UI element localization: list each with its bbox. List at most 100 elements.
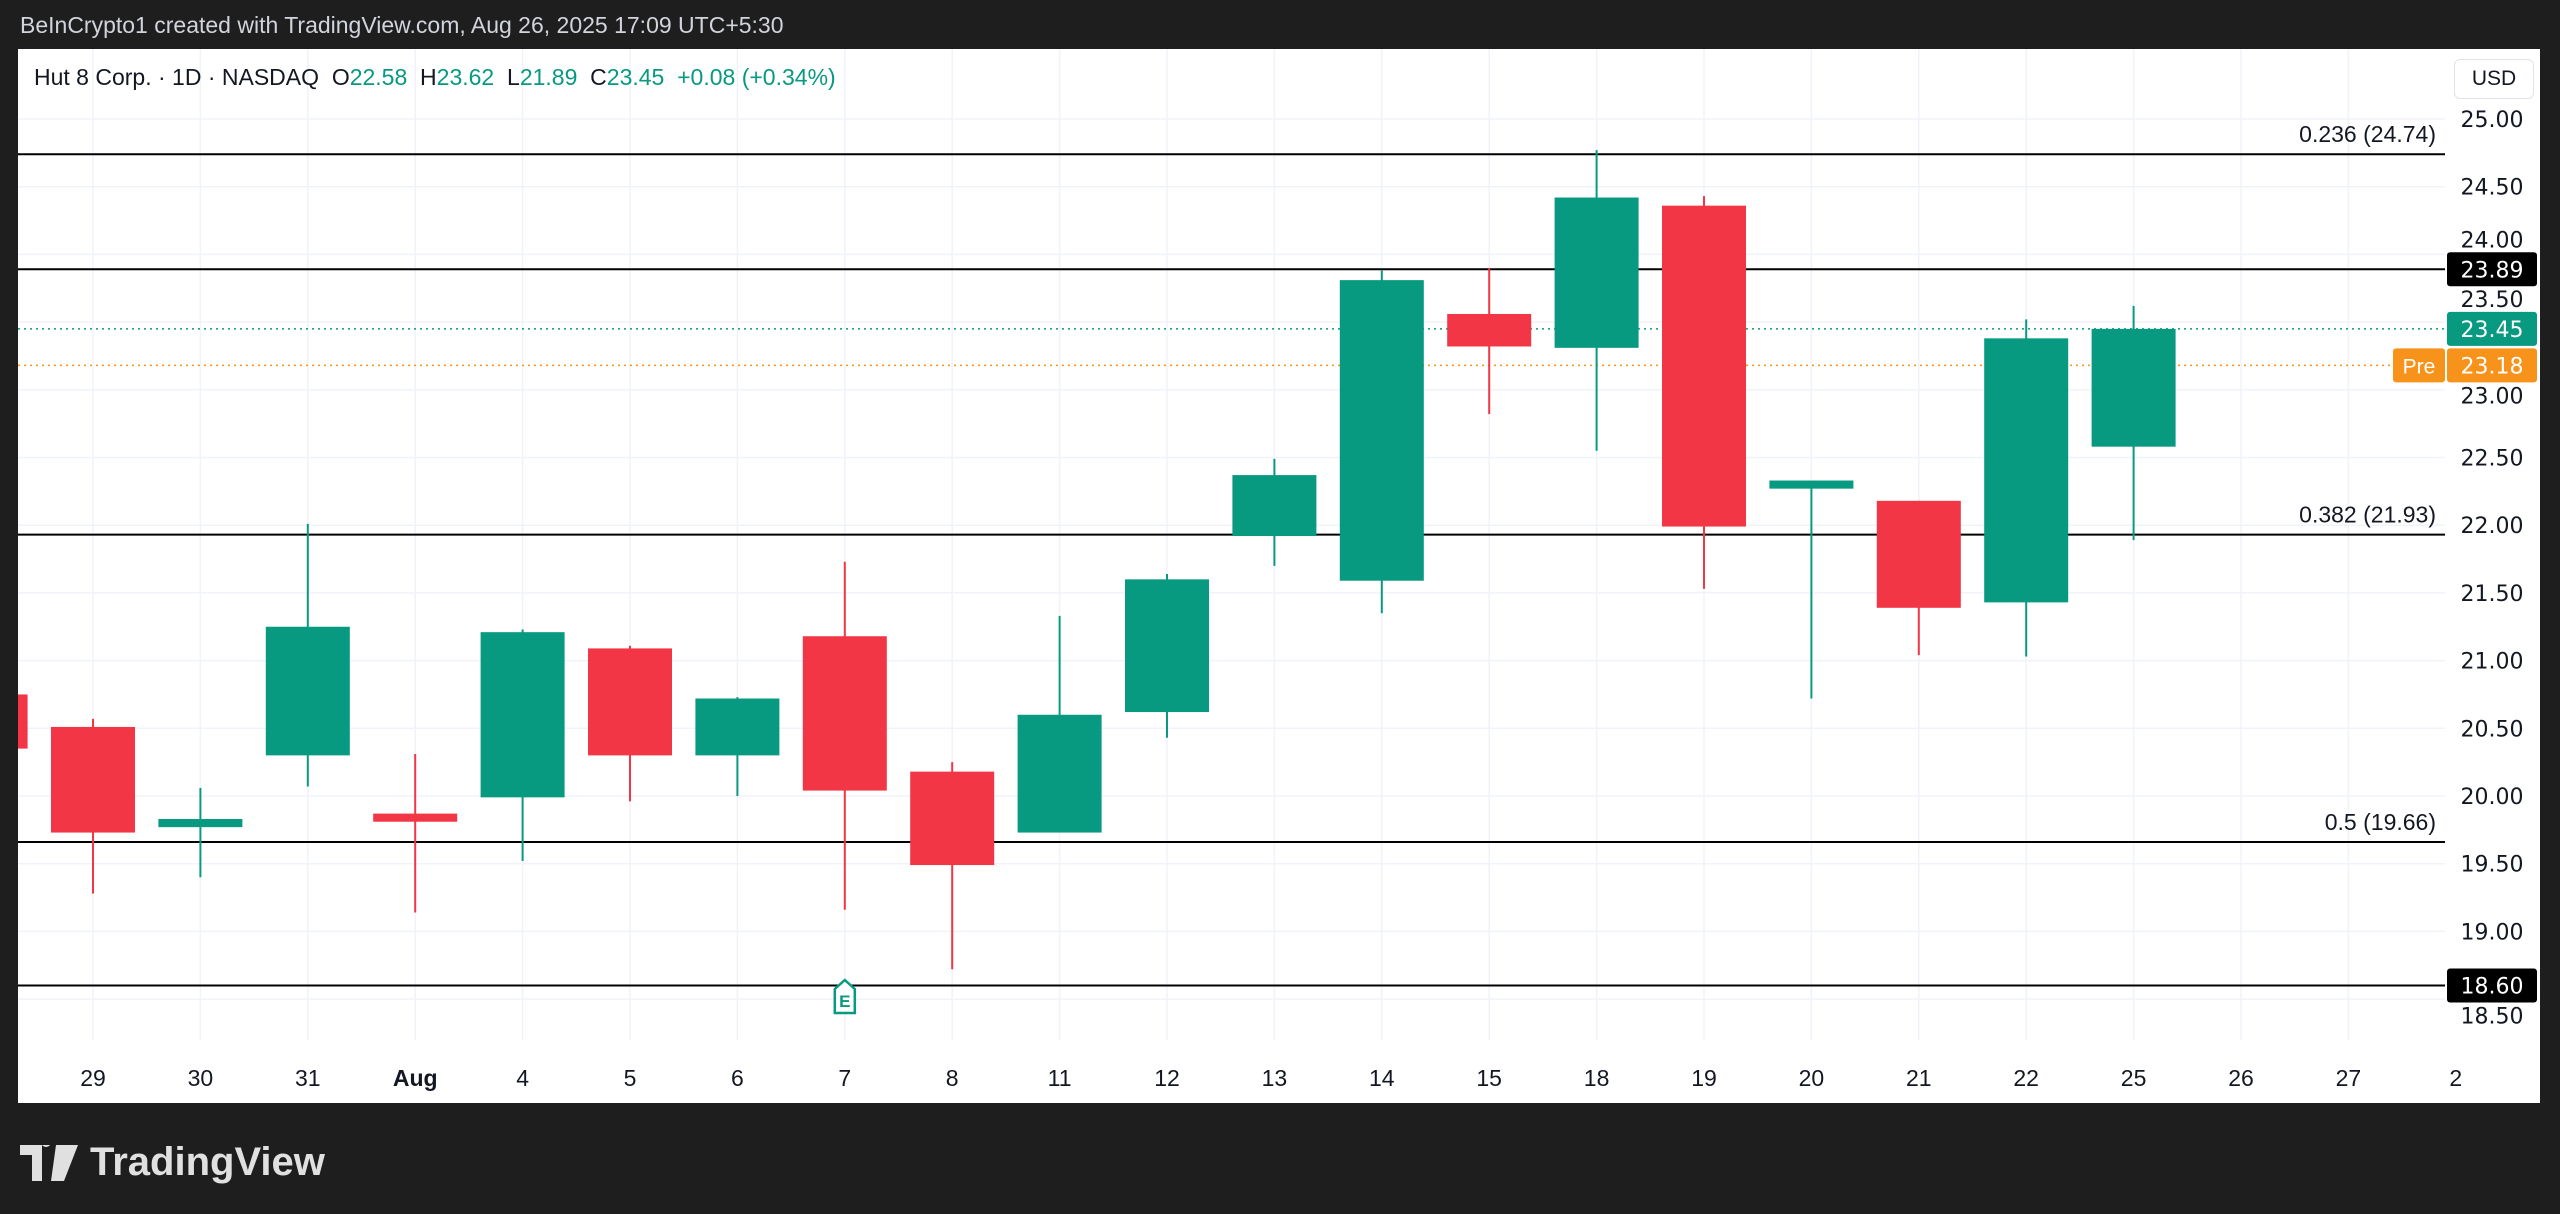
last-price-tag-text: 23.45 (2461, 318, 2524, 343)
tradingview-logo-icon (20, 1144, 78, 1181)
candle-body (695, 698, 780, 756)
candle-body (1125, 579, 1209, 713)
y-tick-label: 20.00 (2461, 785, 2524, 810)
y-tick-label: 24.00 (2461, 228, 2524, 253)
x-tick-label: 19 (1691, 1065, 1717, 1091)
x-tick-label: 11 (1048, 1065, 1072, 1091)
x-tick-label: 12 (1154, 1065, 1180, 1091)
open-label: O (331, 64, 350, 90)
candle-6 (695, 697, 780, 796)
high-label: H (420, 64, 437, 90)
level-price-tag-text: 18.60 (2461, 975, 2524, 1000)
level-price-tag (2447, 252, 2537, 287)
candle-body (1339, 280, 1424, 581)
candle-body (1232, 475, 1317, 537)
x-tick-label: 20 (1799, 1065, 1825, 1091)
candle-18 (1554, 150, 1639, 451)
candle-body (802, 636, 887, 791)
symbol-legend: Hut 8 Corp. · 1D · NASDAQ O22.58 H23.62 … (34, 64, 836, 91)
chart-caption: BeInCrypto1 created with TradingView.com… (20, 12, 784, 38)
candle-25 (2091, 305, 2176, 541)
candle-5 (588, 645, 672, 802)
premarket-label-text: Pre (2403, 355, 2436, 378)
y-tick-label: 20.50 (2461, 717, 2524, 742)
candle-13 (1232, 458, 1317, 566)
y-tick-label: 24.50 (2461, 176, 2524, 201)
x-tick-label: 29 (80, 1065, 106, 1091)
premarket-price-tag-text: 23.18 (2461, 354, 2524, 379)
level-price-tag-text: 23.89 (2461, 258, 2524, 283)
candle-body (51, 726, 135, 833)
candle-body (158, 819, 243, 828)
x-tick-label: 5 (624, 1065, 637, 1091)
x-tick-label: 21 (1906, 1065, 1932, 1091)
x-tick-label: 25 (2121, 1065, 2147, 1091)
candle-body (1662, 205, 1746, 527)
x-tick-label: 22 (2013, 1065, 2039, 1091)
candle-19 (1662, 196, 1746, 589)
x-tick-label: Aug (393, 1065, 438, 1091)
fib-level-label: 0.5 (19.66) (2325, 809, 2436, 835)
candle-8 (910, 762, 995, 970)
candle-11 (1017, 615, 1102, 833)
x-tick-label: 30 (188, 1065, 214, 1091)
candle-body (1984, 338, 2069, 603)
change-value: +0.08 (+0.34%) (677, 64, 836, 90)
x-tick-label: 7 (838, 1065, 851, 1091)
y-tick-label: 21.50 (2461, 582, 2524, 607)
y-tick-label: 21.00 (2461, 650, 2524, 675)
fib-level-label: 0.236 (24.74) (2299, 121, 2436, 147)
y-tick-label: 23.00 (2461, 384, 2524, 409)
x-tick-label: 4 (516, 1065, 529, 1091)
low-label: L (507, 64, 520, 90)
close-value: 23.45 (606, 64, 665, 90)
candle-30 (158, 787, 243, 878)
premarket-label-tag (2393, 348, 2445, 383)
x-tick-label: 6 (731, 1065, 744, 1091)
x-tick-label: 15 (1476, 1065, 1502, 1091)
candle-Jul-28 (18, 694, 28, 749)
high-value: 23.62 (436, 64, 495, 90)
x-tick-label: 2 (2449, 1065, 2462, 1091)
x-tick-label: 13 (1262, 1065, 1288, 1091)
candle-body (588, 648, 672, 756)
candle-body (1769, 480, 1854, 489)
candle-12 (1125, 573, 1209, 738)
chart-panel[interactable] (18, 49, 2540, 1103)
candle-body (1447, 313, 1532, 347)
x-tick-label: 8 (946, 1065, 959, 1091)
low-value: 21.89 (519, 64, 578, 90)
candle-22 (1984, 319, 2069, 657)
candle-4 (480, 629, 565, 861)
candle-body (1554, 197, 1639, 348)
plot-area (18, 49, 2445, 1040)
candle-body (910, 771, 995, 866)
y-tick-label: 19.50 (2461, 853, 2524, 878)
candle-body (480, 632, 565, 798)
candle-Aug-1 (373, 754, 458, 913)
close-label: C (590, 64, 607, 90)
x-tick-label: 26 (2228, 1065, 2254, 1091)
earnings-marker-label: E (839, 992, 850, 1011)
y-tick-label: 23.50 (2461, 288, 2524, 313)
candle-29 (51, 718, 135, 894)
candle-31 (265, 523, 350, 787)
candle-15 (1447, 267, 1532, 415)
x-tick-label: 27 (2336, 1065, 2362, 1091)
candle-body (1876, 500, 1961, 608)
symbol-name[interactable]: Hut 8 Corp. · 1D · NASDAQ (34, 64, 320, 90)
y-tick-label: 25.00 (2461, 108, 2524, 133)
y-tick-label: 22.50 (2461, 447, 2524, 472)
candle-body (2091, 328, 2176, 447)
premarket-price-tag (2447, 348, 2537, 383)
x-tick-label: 18 (1584, 1065, 1610, 1091)
candle-20 (1769, 480, 1854, 699)
last-price-tag (2447, 311, 2537, 346)
candle-body (265, 626, 350, 756)
currency-button[interactable]: USD (2454, 59, 2534, 99)
fib-level-label: 0.382 (21.93) (2299, 502, 2436, 528)
y-tick-label: 22.00 (2461, 514, 2524, 539)
tradingview-logo[interactable]: TradingView (20, 1140, 325, 1185)
y-tick-label: 18.50 (2461, 1005, 2524, 1030)
